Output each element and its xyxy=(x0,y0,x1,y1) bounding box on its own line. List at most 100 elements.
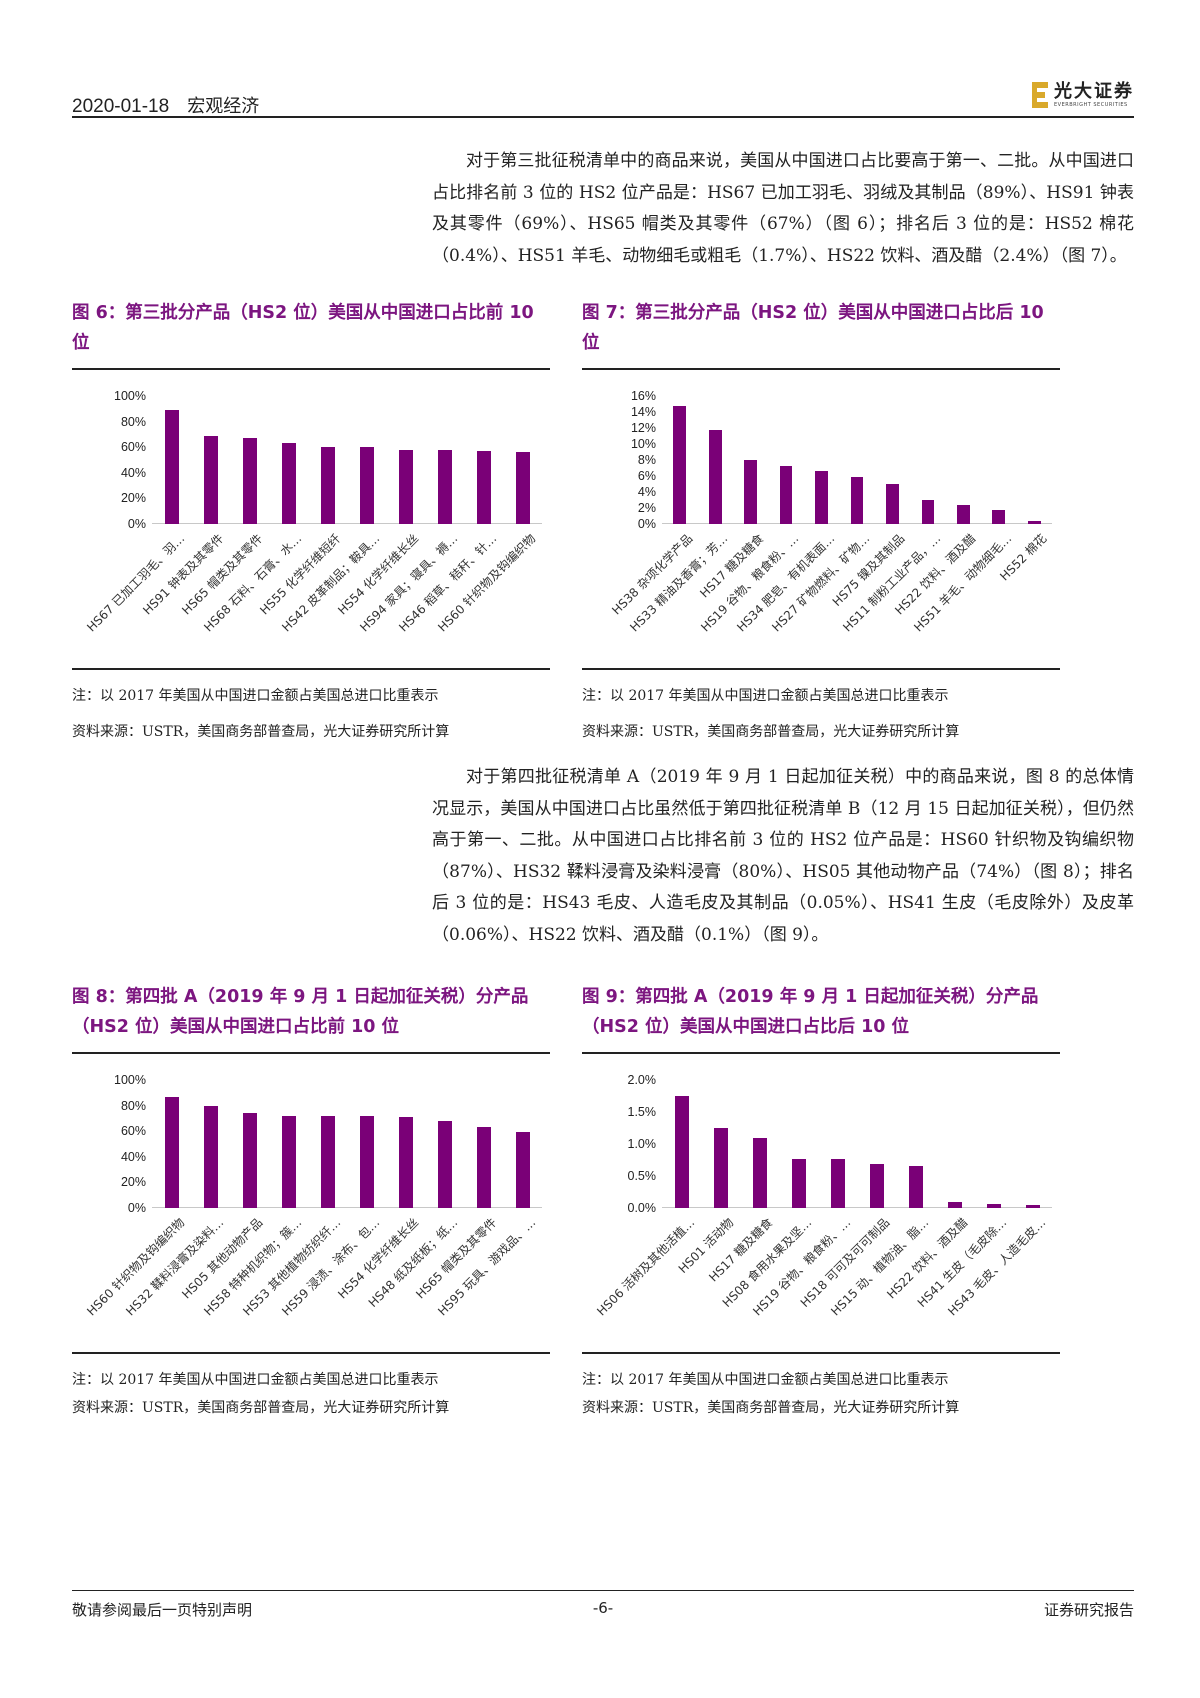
figure-7-title: 图 7：第三批分产品（HS2 位）美国从中国进口占比后 10 位 xyxy=(582,303,1044,353)
y-tick-label: 40% xyxy=(120,1149,146,1164)
bar xyxy=(203,435,218,524)
bar xyxy=(921,500,935,524)
bar xyxy=(398,449,413,524)
bar xyxy=(956,504,970,524)
figure-6-bar-chart: 100% 80% 60% 40% 20% 0% HS67 已加工羽毛、羽… HS91 钟表及其… xyxy=(72,388,550,678)
figure-6-title: 图 6：第三批分产品（HS2 位）美国从中国进口占比前 10 位 xyxy=(72,303,534,353)
bar xyxy=(713,1128,728,1208)
bar xyxy=(359,1115,374,1208)
figure-9-title: 图 9：第四批 A（2019 年 9 月 1 日起加征关税）分产品（HS2 位）… xyxy=(582,987,1039,1037)
header-left: 2020-01-18 宏观经济 xyxy=(72,92,259,118)
bar xyxy=(398,1117,413,1208)
figure-6-source: 资料来源：USTR，美国商务部普查局，光大证券研究所计算 xyxy=(72,724,450,740)
figure-6-note: 注：以 2017 年美国从中国进口金额占美国总进口比重表示 xyxy=(72,688,439,704)
y-axis-labels: 2.0% 1.5% 1.0% 0.5% 0.0% xyxy=(582,1072,657,1362)
bar xyxy=(203,1105,218,1208)
figure-8-source: 资料来源：USTR，美国商务部普查局，光大证券研究所计算 xyxy=(72,1400,450,1416)
y-tick-label: 20% xyxy=(120,491,146,506)
bar xyxy=(744,460,757,524)
bar xyxy=(986,1204,1001,1208)
y-tick-label: 0% xyxy=(637,517,656,531)
bar xyxy=(476,1127,491,1208)
y-tick-label: 0% xyxy=(127,1201,146,1215)
bar xyxy=(242,438,257,524)
bar xyxy=(515,452,530,524)
y-tick-label: 80% xyxy=(120,414,146,429)
bar xyxy=(1027,520,1041,524)
bar xyxy=(242,1113,257,1208)
figure-8-note: 注：以 2017 年美国从中国进口金额占美国总进口比重表示 xyxy=(72,1372,439,1388)
figure-8-title: 图 8：第四批 A（2019 年 9 月 1 日起加征关税）分产品（HS2 位）… xyxy=(72,987,529,1037)
y-tick-label: 2% xyxy=(637,501,656,515)
bar xyxy=(437,1120,452,1208)
bar xyxy=(886,484,899,524)
figure-8-bottom-rule xyxy=(72,1352,550,1354)
footer-disclaimer: 敬请参阅最后一页特别声明 xyxy=(72,1601,253,1619)
company-logo: 光大证券 EVERBRIGHT SECURITIES xyxy=(1032,80,1134,110)
y-axis-labels: 16% 14% 12% 10% 8% 6% 4% 2% 0% xyxy=(582,388,656,678)
bar xyxy=(830,1159,845,1208)
plot-area: HS38 杂项化学产品 HS33 精油及香膏；芳… HS17 糖及糖食 HS19 谷物… xyxy=(609,396,1052,634)
y-tick-label: 16% xyxy=(630,389,656,403)
bar xyxy=(908,1165,923,1208)
page-footer: 敬请参阅最后一页特别声明 -6- 证券研究报告 xyxy=(72,1590,1134,1619)
report-category: 宏观经济 xyxy=(187,96,260,117)
figure-8-top-rule xyxy=(72,1052,550,1054)
y-tick-label: 2.0% xyxy=(627,1073,657,1087)
y-tick-label: 8% xyxy=(637,453,656,467)
x-axis-line xyxy=(152,1207,542,1208)
footer-report-type: 证券研究报告 xyxy=(1043,1601,1134,1619)
plot-area: HS60 针织物及钩编织物 HS32 鞣料浸膏及染料… HS05 其他动物产品 HS5… xyxy=(84,1080,542,1318)
bar xyxy=(947,1201,962,1208)
bar xyxy=(869,1164,884,1208)
bar xyxy=(437,449,452,524)
figure-9-source: 资料来源：USTR，美国商务部普查局，光大证券研究所计算 xyxy=(582,1400,960,1416)
figure-9-bottom-rule xyxy=(582,1352,1060,1354)
y-tick-label: 60% xyxy=(120,440,146,455)
y-tick-label: 10% xyxy=(630,437,656,451)
bar xyxy=(320,447,335,524)
y-axis-labels: 100% 80% 60% 40% 20% 0% xyxy=(72,1072,146,1362)
bar xyxy=(673,406,687,524)
figure-8-bar-chart: 100% 80% 60% 40% 20% 0% HS60 针织物及钩编织物 HS32 鞣料浸膏… xyxy=(72,1072,550,1362)
bar xyxy=(164,1096,179,1208)
bar xyxy=(850,476,864,524)
y-tick-label: 4% xyxy=(637,485,656,499)
page-header: 2020-01-18 宏观经济 光大证券 EVERBRIGHT SECURITIE… xyxy=(72,80,1134,118)
report-date: 2020-01-18 xyxy=(72,96,170,117)
y-tick-label: 0.0% xyxy=(627,1201,657,1215)
figure-7-bottom-rule xyxy=(582,668,1060,670)
figure-7-top-rule xyxy=(582,368,1060,370)
y-tick-label: 1.5% xyxy=(627,1105,657,1119)
x-axis-line xyxy=(152,523,542,524)
logo-e-icon xyxy=(1032,82,1048,108)
bar xyxy=(779,466,793,524)
bar xyxy=(791,1158,806,1208)
bar xyxy=(281,1115,296,1208)
y-tick-label: 40% xyxy=(120,465,146,480)
y-tick-label: 100% xyxy=(114,1073,146,1087)
bar xyxy=(674,1096,689,1208)
bar xyxy=(476,451,491,524)
y-tick-label: 12% xyxy=(630,421,656,435)
y-tick-label: 60% xyxy=(120,1124,146,1139)
plot-area: HS06 活树及其他活植… HS01 活动物 HS17 糖及糖食 HS08 食用水果及… xyxy=(594,1080,1052,1318)
logo-chinese-name: 光大证券 xyxy=(1054,81,1134,102)
y-tick-label: 14% xyxy=(630,405,656,419)
y-tick-label: 6% xyxy=(637,469,656,483)
figure-6-top-rule xyxy=(72,368,550,370)
y-tick-label: 0% xyxy=(127,517,146,531)
bar xyxy=(515,1132,530,1208)
bar xyxy=(359,447,374,524)
bar xyxy=(992,510,1006,524)
x-axis-line xyxy=(662,1207,1052,1208)
bar xyxy=(708,430,722,524)
y-tick-label: 80% xyxy=(120,1098,146,1113)
bar xyxy=(815,471,828,524)
logo-english-name: EVERBRIGHT SECURITIES xyxy=(1054,102,1128,108)
bar xyxy=(164,410,179,524)
bar xyxy=(1025,1204,1040,1208)
figure-9-note: 注：以 2017 年美国从中国进口金额占美国总进口比重表示 xyxy=(582,1372,949,1388)
bar xyxy=(281,443,296,524)
y-tick-label: 100% xyxy=(114,389,146,403)
